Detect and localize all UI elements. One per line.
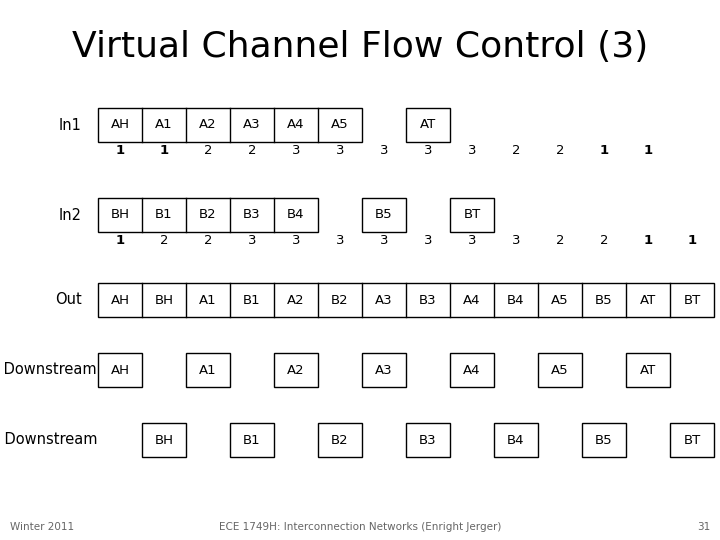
Text: BT: BT (683, 294, 701, 307)
Text: 2: 2 (248, 144, 256, 157)
Text: B4: B4 (508, 294, 525, 307)
Text: B1: B1 (243, 434, 261, 447)
Text: 3: 3 (292, 144, 300, 157)
Text: AH: AH (110, 363, 130, 376)
Text: B3: B3 (419, 434, 437, 447)
Text: BH: BH (155, 434, 174, 447)
Text: B2: B2 (331, 434, 348, 447)
Text: A5: A5 (552, 363, 569, 376)
Text: A3: A3 (375, 363, 393, 376)
Text: 2: 2 (556, 144, 564, 157)
Text: A Downstream: A Downstream (0, 362, 97, 377)
Text: Virtual Channel Flow Control (3): Virtual Channel Flow Control (3) (72, 30, 648, 64)
FancyBboxPatch shape (98, 353, 142, 387)
Text: 1: 1 (644, 233, 652, 246)
Text: A2: A2 (199, 118, 217, 132)
FancyBboxPatch shape (450, 198, 494, 232)
Text: 3: 3 (336, 144, 344, 157)
FancyBboxPatch shape (274, 353, 318, 387)
FancyBboxPatch shape (406, 423, 450, 457)
Text: A2: A2 (287, 363, 305, 376)
Text: 2: 2 (600, 233, 608, 246)
Text: A4: A4 (463, 294, 481, 307)
Text: Out: Out (55, 293, 82, 307)
Text: 2: 2 (512, 144, 521, 157)
Text: BH: BH (155, 294, 174, 307)
Text: B4: B4 (287, 208, 305, 221)
Text: 1: 1 (688, 233, 696, 246)
Text: 3: 3 (248, 233, 256, 246)
Text: BH: BH (110, 208, 130, 221)
Text: 3: 3 (336, 233, 344, 246)
Text: 3: 3 (292, 233, 300, 246)
Text: 3: 3 (468, 233, 476, 246)
Text: 3: 3 (468, 144, 476, 157)
FancyBboxPatch shape (142, 423, 186, 457)
Text: 3: 3 (424, 233, 432, 246)
Text: In2: In2 (59, 207, 82, 222)
Text: 31: 31 (697, 522, 710, 532)
Text: B1: B1 (156, 208, 173, 221)
FancyBboxPatch shape (670, 423, 714, 457)
Text: B1: B1 (243, 294, 261, 307)
FancyBboxPatch shape (230, 423, 274, 457)
Text: B Downstream: B Downstream (0, 433, 97, 448)
Text: 2: 2 (204, 144, 212, 157)
Text: In1: In1 (59, 118, 82, 132)
Text: B3: B3 (419, 294, 437, 307)
FancyBboxPatch shape (582, 423, 626, 457)
FancyBboxPatch shape (318, 423, 362, 457)
Text: 2: 2 (556, 233, 564, 246)
Text: A3: A3 (243, 118, 261, 132)
Text: AH: AH (110, 294, 130, 307)
FancyBboxPatch shape (538, 353, 582, 387)
Text: A4: A4 (287, 118, 305, 132)
FancyBboxPatch shape (450, 353, 494, 387)
FancyBboxPatch shape (362, 198, 406, 232)
Text: A5: A5 (331, 118, 348, 132)
Text: B5: B5 (595, 294, 613, 307)
Text: 1: 1 (115, 233, 125, 246)
FancyBboxPatch shape (494, 423, 538, 457)
FancyBboxPatch shape (98, 198, 318, 232)
Text: AT: AT (420, 118, 436, 132)
Text: AT: AT (640, 363, 656, 376)
Text: B3: B3 (243, 208, 261, 221)
Text: B4: B4 (508, 434, 525, 447)
FancyBboxPatch shape (406, 108, 450, 142)
Text: 1: 1 (644, 144, 652, 157)
Text: A5: A5 (552, 294, 569, 307)
FancyBboxPatch shape (626, 353, 670, 387)
Text: BT: BT (464, 208, 481, 221)
Text: A2: A2 (287, 294, 305, 307)
Text: Winter 2011: Winter 2011 (10, 522, 74, 532)
FancyBboxPatch shape (98, 283, 714, 317)
Text: 1: 1 (159, 144, 168, 157)
FancyBboxPatch shape (362, 353, 406, 387)
Text: AH: AH (110, 118, 130, 132)
Text: A3: A3 (375, 294, 393, 307)
Text: BT: BT (683, 434, 701, 447)
Text: A1: A1 (156, 118, 173, 132)
Text: 1: 1 (115, 144, 125, 157)
Text: AT: AT (640, 294, 656, 307)
Text: A1: A1 (199, 294, 217, 307)
Text: 3: 3 (424, 144, 432, 157)
Text: 1: 1 (600, 144, 608, 157)
FancyBboxPatch shape (98, 108, 362, 142)
Text: ECE 1749H: Interconnection Networks (Enright Jerger): ECE 1749H: Interconnection Networks (Enr… (219, 522, 501, 532)
Text: B2: B2 (331, 294, 348, 307)
Text: B5: B5 (375, 208, 393, 221)
Text: 3: 3 (512, 233, 521, 246)
Text: 2: 2 (204, 233, 212, 246)
Text: A4: A4 (463, 363, 481, 376)
Text: B2: B2 (199, 208, 217, 221)
Text: 3: 3 (379, 144, 388, 157)
Text: 2: 2 (160, 233, 168, 246)
Text: 3: 3 (379, 233, 388, 246)
Text: A1: A1 (199, 363, 217, 376)
Text: B5: B5 (595, 434, 613, 447)
FancyBboxPatch shape (186, 353, 230, 387)
